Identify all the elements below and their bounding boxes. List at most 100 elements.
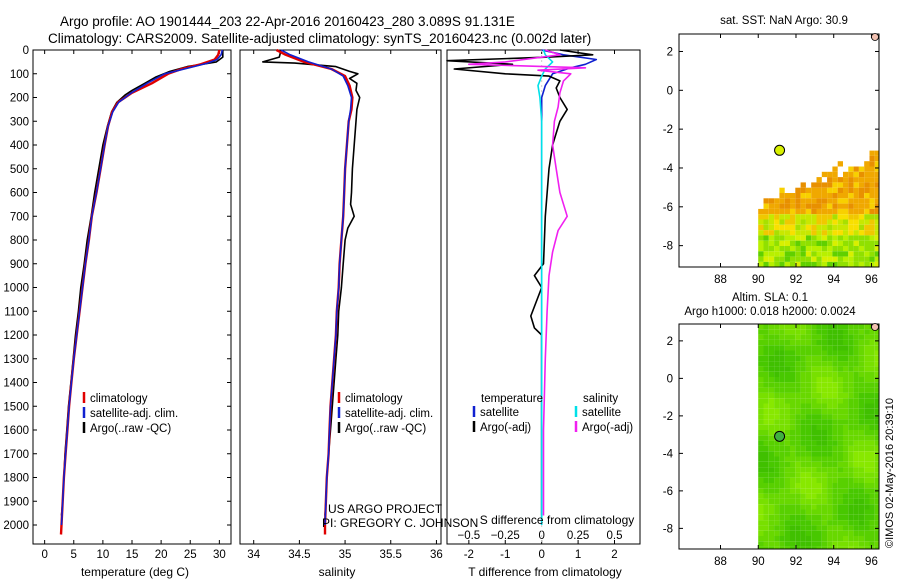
sla_map-cell	[848, 382, 854, 388]
sla_map-cell	[811, 530, 817, 536]
sst_map-cell	[864, 261, 870, 267]
sla_map-cell	[821, 514, 828, 521]
sla_map-cell	[800, 520, 806, 526]
sst_map-cell	[758, 224, 764, 231]
sst_map-cell	[774, 246, 780, 252]
sla_map-cell	[843, 520, 849, 526]
sla_map-cell	[800, 461, 806, 468]
sst_map-cell	[800, 251, 806, 257]
sst_map-cell	[805, 198, 812, 204]
sla_map-cell	[821, 530, 828, 536]
sla_map-cell	[848, 361, 854, 367]
sla_map-cell	[832, 366, 838, 372]
sla_map-cell	[774, 504, 780, 510]
sla_map-cell	[848, 440, 854, 446]
sst_map-cell	[858, 246, 865, 252]
sla_map-cell	[816, 530, 822, 536]
sla_map-cell	[848, 334, 854, 340]
sst_map-cell	[790, 198, 796, 204]
sla_map-cell	[800, 445, 806, 452]
sla_map-cell	[795, 514, 801, 521]
sla_map-cell	[858, 387, 865, 393]
sla_map-cell	[874, 530, 879, 536]
sla_map-cell	[758, 355, 764, 362]
sla_map-cell	[758, 366, 764, 372]
sst_map-cell	[811, 251, 817, 257]
sla_map-cell	[811, 483, 817, 489]
sla_map-cell	[853, 366, 859, 372]
sla_map-cell	[858, 430, 865, 436]
sla_map-cell	[784, 334, 790, 340]
sla_map-cell	[853, 520, 859, 526]
sst_map-cell	[874, 161, 879, 167]
sla_map-cell	[816, 514, 822, 521]
sst_map-cell	[763, 261, 769, 267]
sla_map-cell	[784, 488, 790, 494]
sla_map-cell	[805, 371, 812, 377]
sla_map-cell	[837, 467, 843, 473]
sst_map-cell	[832, 193, 838, 199]
sla_map-cell	[874, 472, 879, 478]
map-y-tick-label: -6	[663, 486, 673, 498]
sla_map-cell	[869, 339, 875, 346]
sla_map-cell	[811, 414, 817, 420]
sst_map-cell	[837, 261, 843, 267]
sla_map-cell	[763, 509, 769, 515]
sla_map-cell	[848, 467, 854, 473]
sst_map-cell	[795, 251, 801, 257]
sla_map-cell	[837, 525, 843, 531]
x-tick-label: 0	[41, 549, 47, 561]
sla_map-cell	[805, 509, 812, 515]
sla_map-cell	[853, 525, 859, 531]
sst_map-cell	[858, 177, 865, 183]
sla_map-cell	[869, 398, 875, 404]
sla_map-cell	[768, 467, 775, 473]
sla_map-cell	[816, 387, 822, 393]
sla_map-cell	[758, 387, 764, 393]
sst_map-cell	[795, 256, 801, 262]
sst_map-cell	[858, 235, 865, 241]
difference-series-temp-argo	[446, 49, 594, 516]
sla_map-cell	[768, 339, 775, 346]
sla_map-cell	[874, 329, 879, 335]
sla_map-cell	[805, 493, 812, 499]
sla_map-cell	[827, 546, 833, 549]
sla_map-cell	[843, 377, 849, 383]
sla_map-cell	[774, 472, 780, 478]
sst_map-frame	[678, 33, 880, 268]
sla_map-cell	[837, 371, 843, 377]
sla_map-cell	[758, 435, 764, 441]
sla_map-cell	[869, 483, 875, 489]
sla_map-cell	[827, 430, 833, 436]
sst_map-cell	[832, 214, 838, 220]
sla_map-cell	[864, 324, 870, 330]
sla_map-cell	[774, 392, 780, 399]
sla_map-cell	[774, 339, 780, 346]
sst_map-cell	[864, 240, 870, 246]
sla_map-cell	[864, 398, 870, 404]
sla_map-cell	[864, 435, 870, 441]
sla_map-cell	[874, 514, 879, 521]
sla_map-cell	[858, 530, 865, 536]
sla_map-cell	[774, 530, 780, 536]
sla_map-cell	[832, 530, 838, 536]
sst_map-cell	[763, 240, 769, 246]
sst_map-cell	[774, 261, 780, 267]
sla_map-cell	[784, 520, 790, 526]
sla_map-cell	[774, 536, 780, 542]
sla_map-cell	[869, 403, 875, 409]
sla_map-cell	[837, 377, 843, 383]
sst_map-cell	[848, 182, 854, 188]
sst_map-cell	[758, 261, 764, 267]
sst_map-cell	[774, 251, 780, 257]
sst_map-cell	[848, 219, 854, 225]
sla_map-cell	[827, 536, 833, 542]
sst_map-cell	[821, 187, 828, 193]
sla_map-cell	[774, 488, 780, 494]
sst_map-cell	[784, 261, 790, 267]
sst_map-cell	[874, 150, 879, 156]
sla_map-cell	[758, 546, 764, 549]
sst_map-cell	[827, 235, 833, 241]
sst_map-cell	[790, 235, 796, 241]
sla_map-cell	[816, 435, 822, 441]
